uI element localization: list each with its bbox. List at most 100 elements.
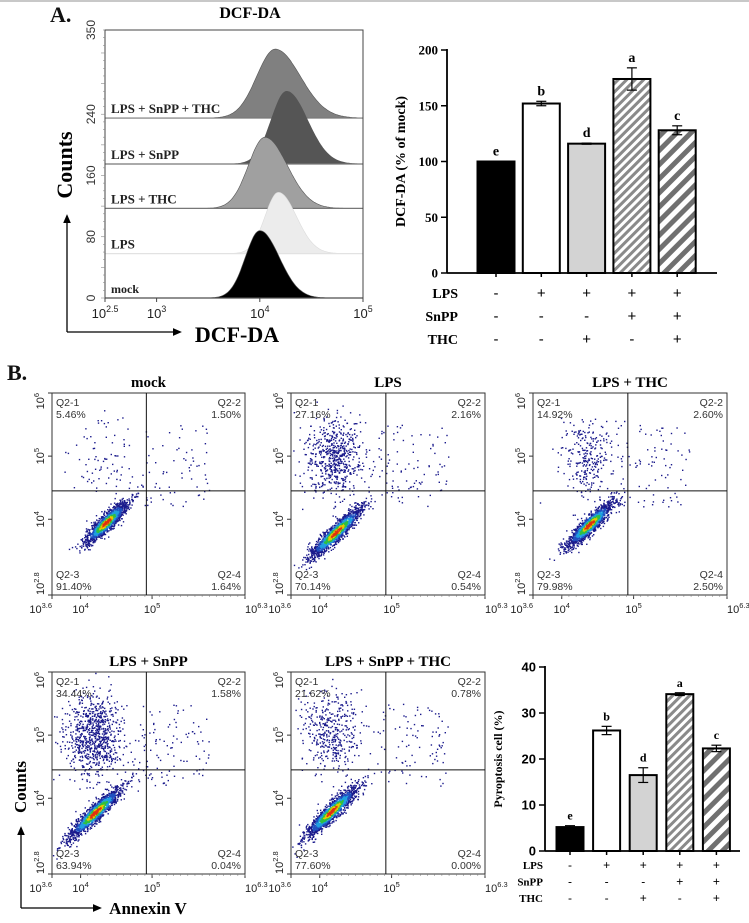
scatter-point — [326, 477, 328, 480]
scatter-point — [334, 535, 337, 537]
scatter-point — [316, 551, 318, 554]
scatter-point — [592, 423, 594, 425]
scatter-point — [321, 536, 323, 538]
scatter-point — [600, 520, 603, 522]
histogram-x-tick-label: 102.5 — [92, 304, 119, 321]
scatter-point — [323, 491, 325, 493]
scatter-point — [342, 524, 345, 526]
scatter-point — [305, 561, 307, 563]
scatter-point — [198, 464, 200, 467]
scatter-point — [98, 478, 100, 480]
scatter-point — [396, 431, 399, 434]
scatter-point — [330, 538, 332, 541]
scatter-point — [90, 522, 93, 524]
scatter-point — [154, 486, 156, 488]
scatter-point — [113, 512, 115, 514]
scatter-point — [122, 510, 124, 512]
scatter-point — [315, 486, 317, 488]
scatter-point — [386, 492, 388, 494]
scatter-point — [322, 549, 324, 551]
scatter-point — [321, 456, 323, 458]
scatter-point — [610, 440, 613, 442]
scatter-point — [337, 534, 339, 536]
scatter-point — [137, 496, 139, 498]
scatter-point — [339, 523, 341, 525]
scatter-point — [583, 464, 585, 466]
scatter-point — [118, 505, 120, 507]
scatter-point — [333, 466, 336, 468]
scatter-point — [581, 447, 584, 450]
scatter-point — [122, 505, 125, 507]
scatter-point — [350, 525, 353, 528]
scatter-point — [323, 467, 326, 469]
scatter-point — [81, 539, 83, 541]
scatter-point — [313, 430, 316, 432]
scatter-point — [570, 460, 572, 462]
scatter-point — [307, 546, 309, 548]
scatter-point — [361, 469, 364, 471]
scatter-point — [337, 535, 339, 537]
scatter-point — [600, 461, 602, 464]
scatter-point — [188, 467, 190, 469]
scatter-point — [107, 522, 110, 524]
scatter-point — [322, 450, 325, 452]
scatter-point — [120, 500, 122, 503]
scatter-point — [326, 538, 329, 540]
scatter-point — [311, 453, 313, 455]
scatter-point — [362, 509, 365, 511]
scatter-point — [340, 530, 343, 532]
scatter-point — [105, 524, 107, 526]
scatter-point — [81, 538, 84, 540]
scatter-point — [346, 467, 348, 470]
scatter-point — [320, 475, 322, 478]
scatter-point — [94, 525, 96, 527]
scatter-point — [88, 533, 91, 535]
scatter-point — [192, 460, 195, 462]
scatter-point — [350, 511, 353, 513]
scatter-point — [190, 464, 192, 466]
scatter-point — [341, 532, 343, 534]
scatter-point — [412, 443, 414, 446]
scatter-point — [110, 453, 112, 456]
scatter-point — [104, 410, 106, 412]
scatter-point — [603, 440, 605, 442]
scatter-point — [80, 539, 82, 541]
scatter-point — [335, 459, 337, 461]
scatter-point — [564, 551, 567, 553]
scatter-point — [118, 518, 120, 520]
scatter-point — [351, 519, 354, 522]
scatter-point — [333, 427, 335, 429]
scatter-point — [343, 426, 345, 428]
scatter-point — [106, 511, 108, 514]
scatter-point — [98, 524, 100, 526]
scatter-point — [313, 497, 315, 499]
scatter-point — [583, 471, 585, 473]
dcf-treatment-sign: + — [673, 308, 682, 325]
scatter-point — [347, 525, 349, 527]
scatter-point — [141, 484, 143, 486]
scatter-point — [332, 515, 334, 517]
scatter-point — [441, 427, 443, 429]
scatter-point — [552, 448, 554, 450]
scatter-point — [311, 462, 314, 464]
scatter-point — [334, 534, 337, 536]
scatter-point — [332, 535, 334, 537]
scatter-point — [444, 442, 446, 444]
scatter-point — [107, 422, 109, 424]
scatter-point — [344, 469, 346, 471]
scatter-point — [92, 447, 95, 450]
scatter-point — [320, 535, 323, 537]
scatter-point — [333, 449, 335, 452]
scatter-point — [98, 522, 101, 524]
scatter-point — [338, 457, 340, 459]
scatter-point — [605, 453, 607, 455]
scatter-point — [91, 472, 94, 474]
scatter-point — [342, 518, 344, 520]
scatter-point — [349, 523, 351, 526]
scatter-point — [97, 530, 100, 532]
scatter-point — [578, 430, 580, 432]
scatter-point — [352, 521, 354, 523]
scatter-point — [622, 455, 624, 458]
scatter-point — [128, 468, 130, 470]
scatter-point — [345, 449, 348, 452]
